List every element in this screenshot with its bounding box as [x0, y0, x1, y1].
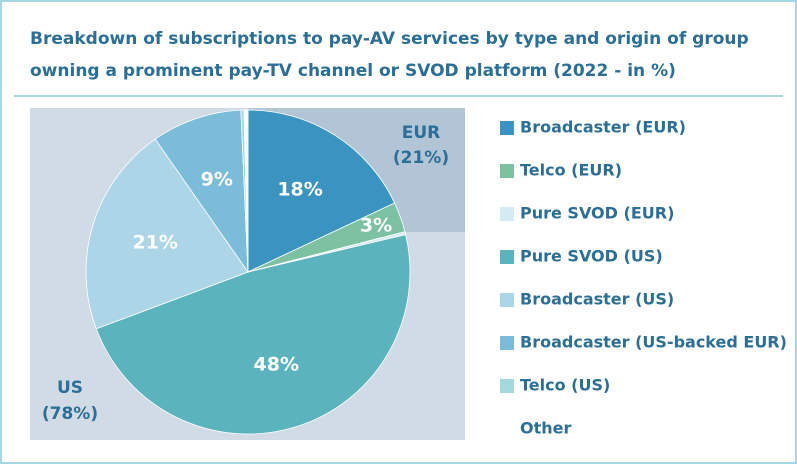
legend-swatch	[500, 207, 514, 221]
chart-title: Breakdown of subscriptions to pay-AV ser…	[30, 29, 749, 49]
data-label: 3%	[360, 214, 392, 236]
pie-slice	[247, 109, 396, 273]
legend-swatch	[500, 164, 514, 178]
legend-label: Broadcaster (EUR)	[520, 118, 686, 137]
legend-label: Other	[520, 419, 571, 438]
pie-slice	[243, 109, 249, 273]
annotation: EUR	[402, 123, 441, 143]
legend-label: Telco (EUR)	[520, 161, 622, 180]
pie-slice	[95, 234, 411, 435]
legend-label: Broadcaster (US-backed EUR)	[520, 333, 787, 352]
legend-swatch	[500, 336, 514, 350]
data-label: 9%	[201, 168, 233, 190]
pie-slice	[85, 138, 249, 330]
legend-label: Pure SVOD (EUR)	[520, 204, 674, 223]
data-label: 21%	[132, 232, 177, 254]
legend-label: Broadcaster (US)	[520, 290, 674, 309]
legend-swatch	[500, 379, 514, 393]
legend-label: Telco (US)	[520, 376, 610, 395]
legend-swatch	[500, 250, 514, 264]
pie-slice	[154, 109, 249, 274]
annotation: US	[57, 378, 83, 398]
legend-label: Pure SVOD (US)	[520, 247, 663, 266]
data-label: 48%	[254, 353, 299, 375]
annotation: (21%)	[393, 148, 449, 168]
data-label: 18%	[277, 178, 322, 200]
annotation: (78%)	[42, 404, 98, 424]
chart-title: owning a prominent pay-TV channel or SVO…	[30, 61, 676, 81]
legend-swatch	[500, 293, 514, 307]
legend-swatch	[500, 422, 514, 436]
legend-swatch	[500, 121, 514, 135]
